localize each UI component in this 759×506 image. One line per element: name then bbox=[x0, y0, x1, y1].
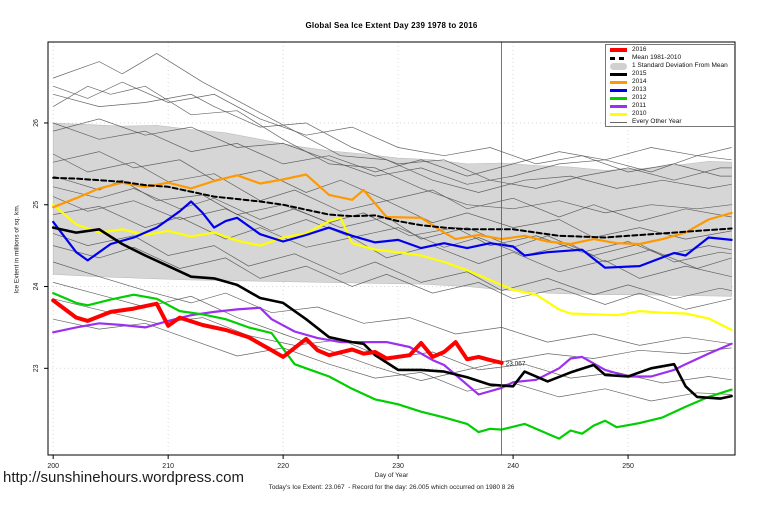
legend-swatch-dashed bbox=[610, 56, 627, 60]
legend-entry: 2015 bbox=[610, 70, 734, 78]
legend-swatch-line bbox=[610, 80, 627, 84]
legend-label: 2014 bbox=[632, 78, 647, 85]
other-year-line bbox=[53, 245, 732, 310]
other-year-line bbox=[53, 186, 732, 263]
other-year-line bbox=[53, 318, 732, 402]
legend-label: 2015 bbox=[632, 70, 647, 77]
blog-url-text: http://sunshinehours.wordpress.com bbox=[3, 469, 244, 486]
other-year-line bbox=[53, 282, 732, 381]
other-year-line bbox=[53, 298, 732, 384]
other-year-line bbox=[53, 122, 732, 177]
legend-label: Mean 1981-2010 bbox=[632, 54, 682, 61]
plot-frame bbox=[47, 41, 736, 456]
legend-label: 2016 bbox=[632, 46, 647, 53]
series-line-2014 bbox=[52, 173, 733, 246]
legend-label: 1 Standard Deviation From Mean bbox=[632, 62, 728, 69]
other-year-line bbox=[53, 196, 732, 269]
x-tick-label: 210 bbox=[162, 463, 174, 470]
y-tick-label: 25 bbox=[33, 201, 40, 209]
page-title: Global Sea Ice Extent Day 239 1978 to 20… bbox=[305, 21, 478, 30]
legend-label: 2011 bbox=[632, 102, 646, 109]
legend-swatch-line bbox=[610, 48, 627, 52]
legend-entry: 2013 bbox=[610, 86, 734, 94]
legend-swatch-line bbox=[610, 96, 627, 100]
legend-entry: 2012 bbox=[610, 94, 734, 102]
legend-swatch-band bbox=[610, 62, 627, 70]
y-tick-label: 24 bbox=[33, 283, 40, 291]
x-tick-label: 250 bbox=[622, 463, 634, 470]
legend-swatch-line bbox=[610, 88, 627, 92]
legend-entry: 1 Standard Deviation From Mean bbox=[610, 62, 734, 70]
legend-entry: 2010 bbox=[610, 110, 734, 118]
legend-entry: 2014 bbox=[610, 78, 734, 86]
legend-entry: Every Other Year bbox=[610, 118, 734, 126]
x-axis-label: Day of Year bbox=[374, 472, 409, 479]
series-line-2011 bbox=[52, 306, 733, 396]
legend-swatch-line bbox=[610, 72, 627, 76]
legend-swatch-line bbox=[610, 104, 627, 108]
series-line-2016 bbox=[51, 298, 504, 365]
legend-swatch-line bbox=[610, 112, 627, 116]
other-year-line bbox=[53, 233, 732, 300]
legend-swatch-line bbox=[610, 121, 627, 123]
today-extent-annotation: 23.067 bbox=[506, 360, 526, 367]
legend-entry: 2011 bbox=[610, 102, 734, 110]
y-tick-label: 26 bbox=[33, 119, 40, 127]
x-tick-label: 240 bbox=[507, 463, 519, 470]
other-year-line bbox=[53, 93, 732, 189]
today-extent-point bbox=[499, 360, 504, 365]
other-year-line bbox=[53, 151, 732, 222]
legend-label: Every Other Year bbox=[632, 118, 682, 125]
other-year-line bbox=[53, 261, 732, 346]
x-tick-label: 220 bbox=[277, 463, 289, 470]
other-year-line bbox=[53, 118, 732, 185]
legend-entry: 2016 bbox=[610, 46, 734, 54]
series-line-2012 bbox=[52, 292, 733, 440]
y-axis-label: Ice Extent in millions of sq. km. bbox=[13, 204, 21, 294]
other-year-line bbox=[53, 81, 732, 177]
legend-label: 2012 bbox=[632, 94, 647, 101]
x-tick-label: 200 bbox=[47, 463, 59, 470]
legend-label: 2013 bbox=[632, 86, 647, 93]
legend: 2016 Mean 1981-2010 1 Standard Deviation F… bbox=[605, 44, 735, 127]
x-tick-label: 230 bbox=[392, 463, 404, 470]
std-dev-band bbox=[52, 122, 732, 297]
series-line-2013 bbox=[52, 200, 733, 269]
today-extent-caption: Today's Ice Extent: 23.067 - Record for … bbox=[268, 484, 515, 491]
series-line-2010 bbox=[52, 203, 733, 331]
legend-label: 2010 bbox=[632, 110, 647, 117]
y-tick-label: 23 bbox=[33, 364, 40, 372]
other-year-line bbox=[53, 85, 732, 214]
series-line-2015 bbox=[51, 226, 733, 400]
legend-entry: Mean 1981-2010 bbox=[610, 54, 734, 62]
series-line-mean-1981-2010 bbox=[52, 176, 733, 239]
